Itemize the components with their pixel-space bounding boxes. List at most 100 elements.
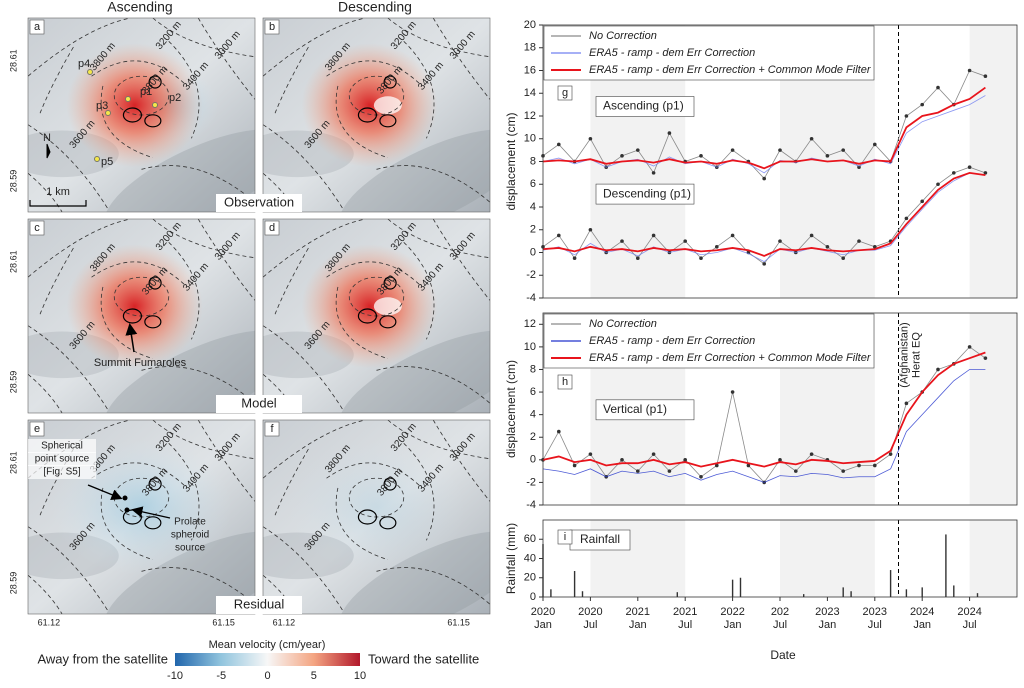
y-tick-label: 10 bbox=[524, 341, 536, 353]
plot-frame bbox=[542, 519, 1018, 598]
data-point bbox=[683, 458, 687, 462]
contour-line bbox=[91, 462, 188, 489]
data-point bbox=[920, 199, 924, 204]
contour-line bbox=[387, 219, 490, 259]
point-label: p1 bbox=[140, 86, 152, 98]
data-point bbox=[936, 367, 940, 372]
contour-line bbox=[197, 420, 255, 502]
contour-line bbox=[38, 46, 74, 116]
scale-label: 1 km bbox=[46, 186, 70, 198]
data-point bbox=[588, 452, 593, 456]
hillshade bbox=[339, 531, 490, 614]
series-annotation: Descending (p1) bbox=[603, 186, 691, 200]
series-annotation: Ascending (p1) bbox=[603, 99, 684, 113]
y-axis-label: Rainfall (mm) bbox=[504, 523, 518, 594]
data-point bbox=[588, 227, 593, 232]
shaded-period bbox=[969, 25, 1017, 298]
fumarole-outline bbox=[148, 75, 162, 89]
point-marker bbox=[152, 102, 158, 108]
fumarole-outline bbox=[383, 276, 397, 290]
bar bbox=[803, 594, 805, 597]
panel-letter: c bbox=[34, 222, 40, 234]
row-label-box bbox=[216, 194, 302, 212]
data-point bbox=[667, 469, 672, 473]
data-point bbox=[620, 239, 624, 243]
shaded-period bbox=[969, 313, 1017, 505]
row-label: Model bbox=[241, 395, 277, 410]
y-tick-label: 10 bbox=[524, 133, 536, 145]
north-label: N bbox=[43, 132, 51, 144]
data-point bbox=[572, 463, 577, 468]
data-point bbox=[825, 154, 830, 158]
data-point bbox=[857, 463, 861, 468]
panel-letter-box bbox=[264, 421, 280, 437]
panel-frame bbox=[262, 17, 491, 213]
point-source-label: [Fig. S5] bbox=[43, 467, 80, 478]
scale-bar bbox=[29, 200, 87, 207]
hillshade bbox=[339, 330, 490, 413]
contour-line bbox=[387, 420, 490, 460]
series-annotation: Vertical (p1) bbox=[603, 402, 667, 416]
velocity-residual bbox=[285, 439, 468, 576]
bar bbox=[739, 577, 742, 597]
y-tick-label: 4 bbox=[530, 201, 536, 213]
annotation-box bbox=[595, 399, 695, 421]
data-point bbox=[636, 469, 640, 473]
fumarole-outline bbox=[357, 308, 378, 324]
colorbar-tick-label: 0 bbox=[264, 670, 270, 682]
source-arrow bbox=[131, 506, 171, 519]
data-point bbox=[967, 68, 972, 73]
colorbar-tick-label: -5 bbox=[216, 670, 226, 682]
panel-letter-box bbox=[264, 19, 280, 35]
point-source-label: point source bbox=[35, 454, 90, 465]
velocity-high bbox=[301, 244, 438, 369]
y-tick-label: 16 bbox=[524, 64, 536, 76]
y-tick-label: 6 bbox=[530, 178, 536, 190]
data-point bbox=[636, 148, 640, 152]
data-point bbox=[667, 131, 672, 135]
legend-label: ERA5 - ramp - dem Err Correction + Commo… bbox=[589, 352, 872, 364]
colorbar-left-label: Away from the satellite bbox=[37, 651, 168, 666]
data-point bbox=[857, 239, 861, 243]
series-line bbox=[542, 86, 986, 170]
lon-tick-label: 61.15 bbox=[212, 617, 235, 627]
y-tick-label: 4 bbox=[530, 409, 536, 421]
fumarole-outline bbox=[383, 75, 397, 89]
summit-arrow bbox=[125, 323, 138, 353]
y-tick-label: -2 bbox=[526, 476, 536, 488]
panel-letter: a bbox=[34, 21, 41, 33]
data-point bbox=[809, 233, 814, 238]
panel-letter: i bbox=[564, 531, 566, 543]
colorbar-tick-label: 10 bbox=[354, 670, 366, 682]
plot-frame bbox=[542, 312, 1018, 506]
no-data bbox=[373, 96, 402, 115]
lat-tick-label: 28.59 bbox=[8, 371, 18, 394]
legend-label: No Correction bbox=[589, 30, 657, 42]
data-point bbox=[730, 233, 735, 238]
prolate-source bbox=[124, 507, 130, 513]
contour-line bbox=[273, 247, 309, 317]
fumarole-outline bbox=[144, 516, 162, 530]
data-point bbox=[557, 429, 561, 434]
contour-line bbox=[335, 286, 388, 360]
summit-label: Summit Fumaroles bbox=[94, 357, 187, 369]
contour-line bbox=[432, 18, 490, 100]
contour-line bbox=[141, 366, 255, 404]
fumarole-outline bbox=[122, 107, 143, 123]
row-label: Residual bbox=[234, 596, 285, 611]
lat-tick-label: 28.61 bbox=[8, 451, 18, 474]
fumarole-outline bbox=[357, 509, 378, 525]
y-tick-label: 12 bbox=[524, 318, 536, 330]
contour-line bbox=[152, 420, 255, 460]
fumarole-outline bbox=[379, 315, 397, 329]
point-marker bbox=[105, 110, 111, 116]
data-point bbox=[778, 458, 782, 462]
bar bbox=[850, 591, 852, 597]
prolate-source-label: Prolate bbox=[174, 517, 206, 528]
panel-frame bbox=[262, 218, 491, 414]
fumarole-outline bbox=[148, 276, 162, 290]
